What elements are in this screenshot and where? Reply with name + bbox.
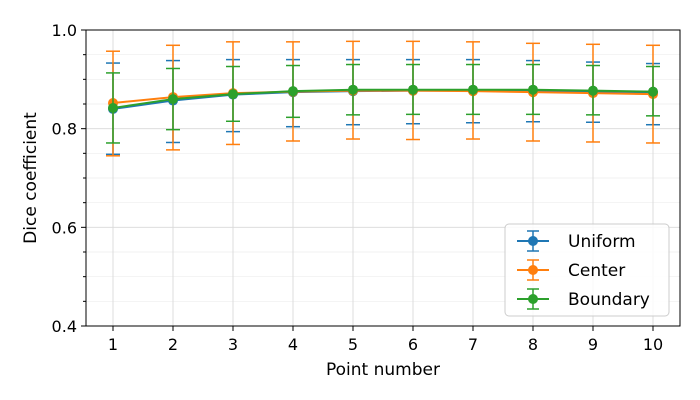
data-point: [288, 86, 298, 97]
y-tick-label: 1.0: [52, 21, 77, 40]
x-tick-label: 6: [408, 335, 418, 354]
x-tick-label: 5: [348, 335, 358, 354]
x-tick-label: 3: [228, 335, 238, 354]
x-tick-label: 4: [288, 335, 298, 354]
legend-item-boundary: Boundary: [517, 288, 650, 310]
x-tick-label: 1: [108, 335, 118, 354]
data-point: [228, 89, 238, 100]
data-point: [528, 84, 538, 95]
legend: Uniform Center Boundary: [504, 223, 670, 317]
legend-label: Center: [568, 261, 625, 281]
y-tick-label: 0.8: [52, 120, 77, 139]
data-point: [648, 86, 658, 97]
y-axis-label: Dice coefficient: [21, 112, 41, 244]
tick-layer: 0.4 0.6 0.8 1.0 1 2 3 4 5 6 7 8 9 10: [52, 21, 664, 354]
data-point: [588, 85, 598, 96]
y-tick-label: 0.6: [52, 218, 77, 237]
series-uniform: [106, 58, 660, 156]
legend-item-uniform: Uniform: [517, 230, 636, 252]
legend-label: Uniform: [568, 232, 636, 252]
y-tick-label: 0.4: [52, 317, 77, 336]
series-line: [112, 88, 654, 109]
series-layer: [106, 40, 660, 157]
legend-box: [504, 223, 670, 317]
data-point: [168, 94, 178, 105]
x-tick-label: 7: [468, 335, 478, 354]
series-boundary: [106, 63, 660, 144]
data-point: [108, 102, 118, 113]
legend-label: Boundary: [568, 290, 650, 310]
data-point: [348, 84, 358, 95]
legend-marker: [528, 265, 538, 275]
legend-marker: [528, 236, 538, 246]
x-tick-label: 10: [643, 335, 663, 354]
legend-marker: [528, 294, 538, 304]
x-tick-label: 8: [528, 335, 538, 354]
data-point: [408, 84, 418, 95]
x-axis-label: Point number: [326, 360, 440, 380]
data-point: [468, 84, 478, 95]
x-tick-label: 2: [168, 335, 178, 354]
x-tick-label: 9: [588, 335, 598, 354]
legend-item-center: Center: [517, 259, 625, 281]
